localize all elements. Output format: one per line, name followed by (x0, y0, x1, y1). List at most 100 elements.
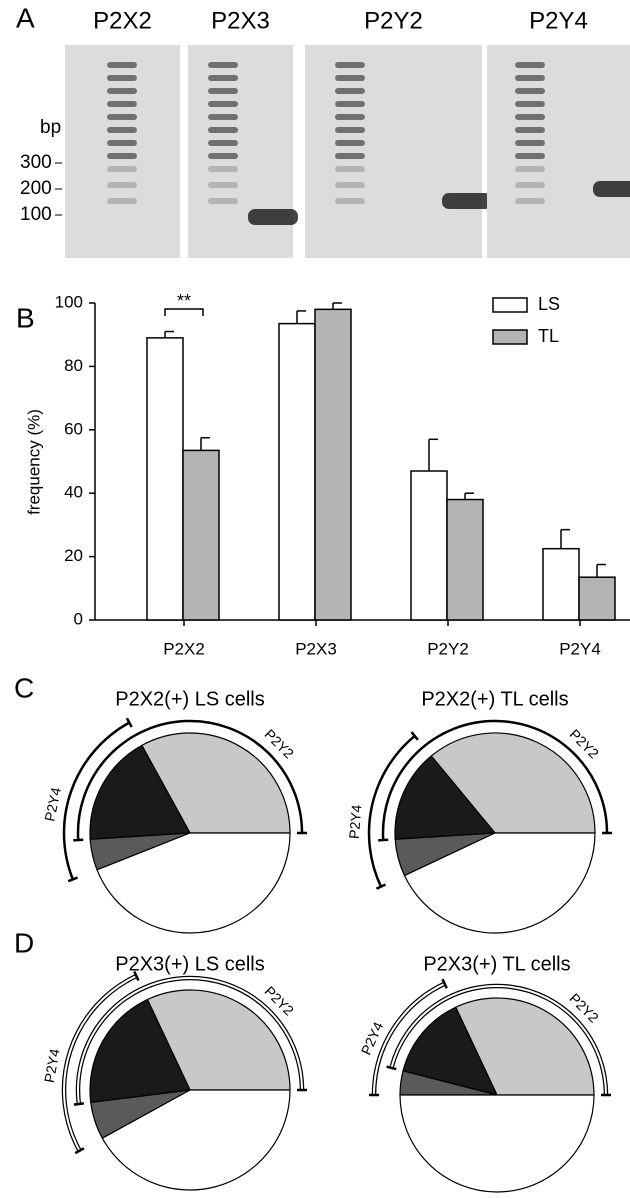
ladder-band (208, 127, 238, 133)
lane-label: P2Y4 (529, 7, 588, 34)
ladder-band (208, 166, 238, 172)
pie-title: P2X3(+) LS cells (115, 953, 265, 975)
arc-cap (73, 1102, 85, 1106)
y-tick-label: 0 (74, 609, 83, 628)
pie-slice (402, 1006, 499, 1096)
ladder-band (208, 75, 238, 81)
arc-cap (73, 838, 84, 842)
ladder-band (335, 88, 365, 94)
pie-title: P2X3(+) TL cells (423, 953, 570, 975)
arc-cap (410, 731, 419, 741)
sample-band (442, 193, 492, 209)
ladder-band (515, 114, 545, 120)
ladder-band (208, 114, 238, 120)
arc-cap (378, 838, 389, 842)
overlap-arc-inner (390, 984, 607, 1096)
overlap-arc-inner (77, 977, 303, 1105)
ladder-band (515, 166, 545, 172)
ladder-band (335, 166, 365, 172)
x-tick-label: P2Y4 (559, 639, 601, 658)
marker-label: 300 (20, 152, 52, 173)
ladder-band (335, 114, 365, 120)
ladder-band (515, 182, 545, 188)
arc-cap (441, 978, 448, 989)
x-tick-label: P2X2 (163, 639, 205, 658)
ladder-band (107, 198, 137, 204)
significance-label: ** (177, 291, 191, 311)
ladder-band (515, 153, 545, 159)
y-tick-label: 60 (64, 419, 83, 438)
panel-label: A (16, 2, 35, 33)
pie-slice (403, 832, 596, 934)
gel-image (487, 45, 630, 258)
legend-label: LS (538, 294, 560, 314)
bar (182, 449, 220, 621)
overlap-arc (62, 721, 130, 880)
size-label: bp (40, 117, 61, 138)
ladder-band (515, 127, 545, 133)
arc-label: P2Y4 (41, 786, 64, 823)
ladder-band (107, 140, 137, 146)
marker-label: 100 (20, 204, 52, 225)
pie-slice (454, 997, 595, 1096)
ladder-band (107, 62, 137, 68)
ladder-band (335, 182, 365, 188)
sample-band (593, 181, 630, 197)
bar (542, 547, 580, 621)
ladder-band (107, 114, 137, 120)
bar (146, 337, 184, 621)
ladder-band (515, 198, 545, 204)
ladder-band (335, 153, 365, 159)
arc-label: P2Y2 (567, 726, 603, 762)
pie-slice (430, 732, 596, 834)
lane-label: P2X3 (211, 7, 270, 34)
overlap-arc (76, 719, 304, 841)
pie-slice (141, 732, 291, 834)
y-axis-label: frequency (%) (24, 409, 43, 515)
pie-title: P2X2(+) TL cells (421, 688, 568, 710)
y-tick-label: 100 (55, 292, 83, 311)
gel-image (305, 45, 482, 258)
arc-label: P2Y4 (41, 1047, 63, 1084)
arc-cap (386, 1065, 397, 1071)
arc-label: P2Y2 (566, 990, 602, 1026)
ladder-band (515, 140, 545, 146)
ladder-band (335, 198, 365, 204)
bar (446, 498, 484, 621)
overlap-arc-inner (63, 975, 137, 1152)
pie-title: P2X2(+) LS cells (115, 688, 265, 710)
ladder-band (107, 127, 137, 133)
ladder-band (107, 166, 137, 172)
pie-slice (394, 755, 497, 840)
ladder-band (208, 101, 238, 107)
ladder-band (335, 140, 365, 146)
arc-cap (67, 876, 78, 883)
ladder-band (515, 88, 545, 94)
ladder-band (335, 75, 365, 81)
ladder-band (208, 88, 238, 94)
panel-label: C (14, 672, 34, 703)
bar (410, 470, 448, 621)
lane-label: P2X2 (93, 7, 152, 34)
ladder-band (515, 75, 545, 81)
pie-slice (399, 1094, 595, 1193)
ladder-band (515, 101, 545, 107)
y-tick-label: 40 (64, 483, 83, 502)
bar (578, 576, 616, 621)
bar (278, 322, 316, 621)
pie-slice (89, 998, 191, 1104)
pie-slice (96, 832, 291, 934)
ladder-band (208, 182, 238, 188)
legend-swatch (492, 329, 528, 345)
overlap-arc (367, 734, 416, 888)
ladder-band (107, 101, 137, 107)
y-tick-label: 20 (64, 546, 83, 565)
ladder-band (208, 62, 238, 68)
ladder-band (208, 153, 238, 159)
arc-cap (125, 717, 133, 728)
ladder-band (107, 75, 137, 81)
ladder-band (107, 153, 137, 159)
overlap-arc-inner (373, 982, 446, 1096)
sample-band (248, 209, 298, 225)
